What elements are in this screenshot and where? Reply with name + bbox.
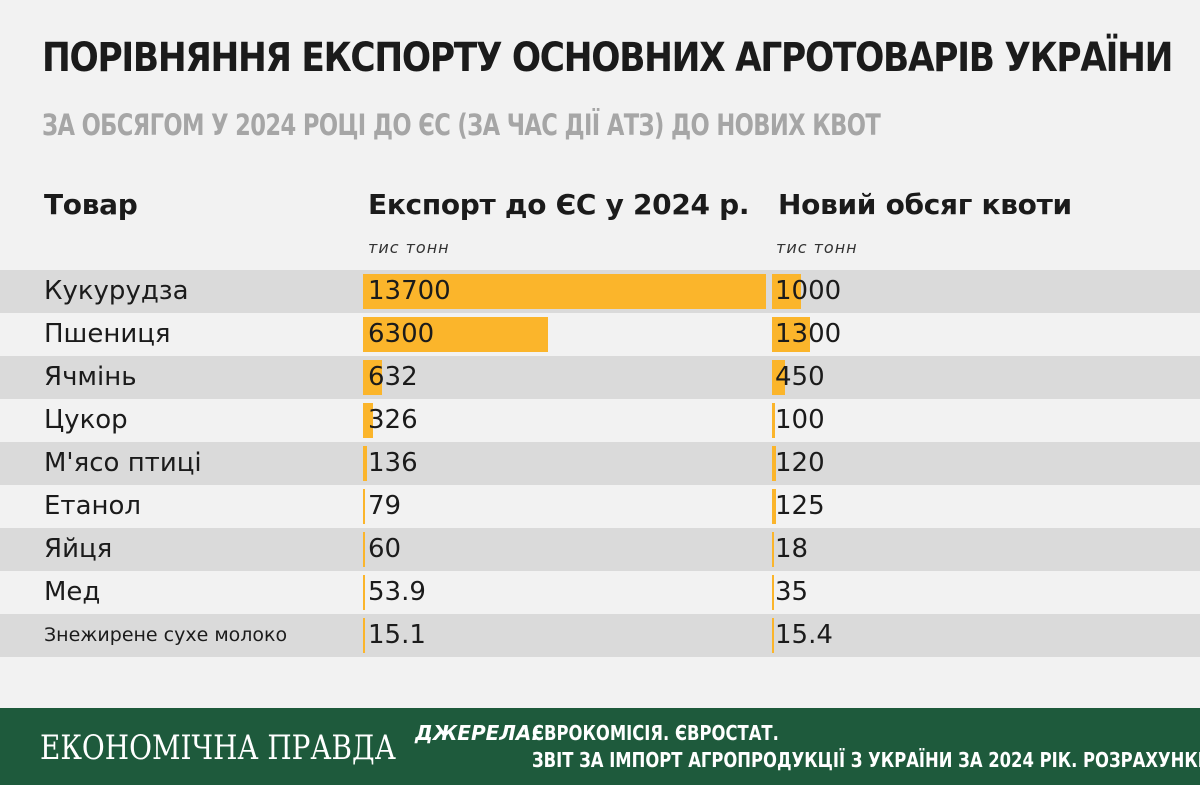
quota-bar [772,575,774,610]
export-bar [363,360,382,395]
chart-subtitle: ЗА ОБСЯГОМ У 2024 РОЦІ ДО ЄС (ЗА ЧАС ДІЇ… [42,108,881,142]
product-name: Мед [44,577,101,607]
export-value: 326 [368,405,418,435]
export-value: 79 [368,491,402,521]
export-bar [363,532,365,567]
chart-title: ПОРІВНЯННЯ ЕКСПОРТУ ОСНОВНИХ АГРОТОВАРІВ… [42,35,1173,81]
table-row: Етанол 79 125 [0,485,1200,528]
table-body: Кукурудза 13700 1000 Пшениця 6300 1300 Ячмінь 6… [0,270,1200,657]
column-header-export: Експорт до ЄС у 2024 р. [368,188,750,221]
quota-bar [772,618,774,653]
table-row: Мед 53.9 35 [0,571,1200,614]
quota-value: 120 [775,448,825,478]
table-row: М'ясо птиці 136 120 [0,442,1200,485]
export-bar [363,489,366,524]
quota-value: 35 [775,577,809,607]
quota-bar [772,274,802,309]
column-header-product: Товар [44,188,138,221]
table-row: Ячмінь 632 450 [0,356,1200,399]
product-name: Цукор [44,405,128,435]
quota-bar [772,446,776,481]
column-header-quota: Новий обсяг квоти [778,188,1072,221]
quota-value: 1300 [775,319,842,349]
export-bar [363,317,549,352]
product-name: Етанол [44,491,142,521]
unit-label-quota: тис тонн [776,238,858,257]
product-name: Яйця [44,534,113,564]
export-bar [363,446,367,481]
table-row: Яйця 60 18 [0,528,1200,571]
export-value: 60 [368,534,402,564]
table-row: Кукурудза 13700 1000 [0,270,1200,313]
sources-line-1: ЄВРОКОМІСІЯ. ЄВРОСТАТ. [532,721,779,745]
export-value: 53.9 [368,577,426,607]
unit-label-export: тис тонн [368,238,450,257]
quota-value: 18 [775,534,809,564]
quota-value: 125 [775,491,825,521]
table-row: Пшениця 6300 1300 [0,313,1200,356]
quota-bar [772,360,786,395]
quota-bar [772,317,811,352]
export-value: 13700 [368,276,451,306]
quota-value: 450 [775,362,825,392]
export-value: 6300 [368,319,435,349]
footer-bar: ЕКОНОМІЧНА ПРАВДА ДЖЕРЕЛА: ЄВРОКОМІСІЯ. … [0,708,1200,785]
export-value: 15.1 [368,620,426,650]
export-value: 136 [368,448,418,478]
export-bar [363,274,766,309]
quota-value: 1000 [775,276,842,306]
product-name: Знежирене сухе молоко [44,624,288,646]
export-bar [363,618,365,653]
quota-bar [772,532,774,567]
export-bar [363,575,365,610]
quota-bar [772,403,775,438]
quota-value: 15.4 [775,620,833,650]
product-name: М'ясо птиці [44,448,202,478]
sources-label: ДЖЕРЕЛА: [415,721,540,745]
sources-line-2: ЗВІТ ЗА ІМПОРТ АГРОПРОДУКЦІЇ З УКРАЇНИ З… [532,748,1200,772]
export-value: 632 [368,362,418,392]
export-bar [363,403,373,438]
quota-value: 100 [775,405,825,435]
product-name: Пшениця [44,319,171,349]
table-row: Знежирене сухе молоко 15.1 15.4 [0,614,1200,657]
table-row: Цукор 326 100 [0,399,1200,442]
product-name: Ячмінь [44,362,137,392]
brand-logo: ЕКОНОМІЧНА ПРАВДА [40,728,396,768]
product-name: Кукурудза [44,276,189,306]
quota-bar [772,489,776,524]
